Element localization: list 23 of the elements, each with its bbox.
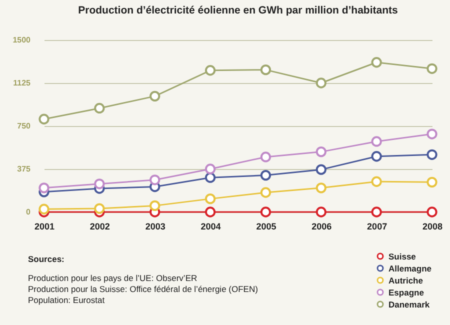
x-tick-label: 2001 [34, 222, 55, 232]
y-tick-label: 0 [26, 208, 32, 216]
x-tick-label: 2006 [312, 222, 332, 232]
legend-label: Danemark [388, 299, 430, 310]
legend-label: Espagne [388, 287, 424, 298]
legend-label: Autriche [388, 275, 424, 286]
x-tick-label: 2003 [145, 222, 166, 232]
legend-label: Suisse [388, 251, 416, 262]
legend-label: Allemagne [388, 263, 432, 274]
y-tick-label: 375 [17, 164, 32, 174]
x-tick-label: 2007 [367, 222, 388, 232]
chart-title: Production d’électricité éolienne en GWh par million d’habitants [78, 4, 398, 16]
text: Population: Eurostat [28, 295, 106, 306]
text: Production pour les pays de l’UE: Observ’ER [28, 273, 198, 284]
text: Production pour la Suisse: Office fédéral de l’énergie (OFEN) [28, 284, 258, 295]
x-tick-label: 2004 [200, 222, 221, 232]
y-tick-label: 1500 [12, 36, 32, 44]
y-tick-label: 750 [17, 122, 32, 130]
y-tick-label: 1125 [13, 78, 32, 88]
x-tick-label: 2005 [256, 222, 276, 232]
x-tick-label: 2002 [90, 222, 110, 232]
source-note: Sources: [28, 254, 66, 265]
x-tick-label: 2008 [422, 222, 443, 232]
